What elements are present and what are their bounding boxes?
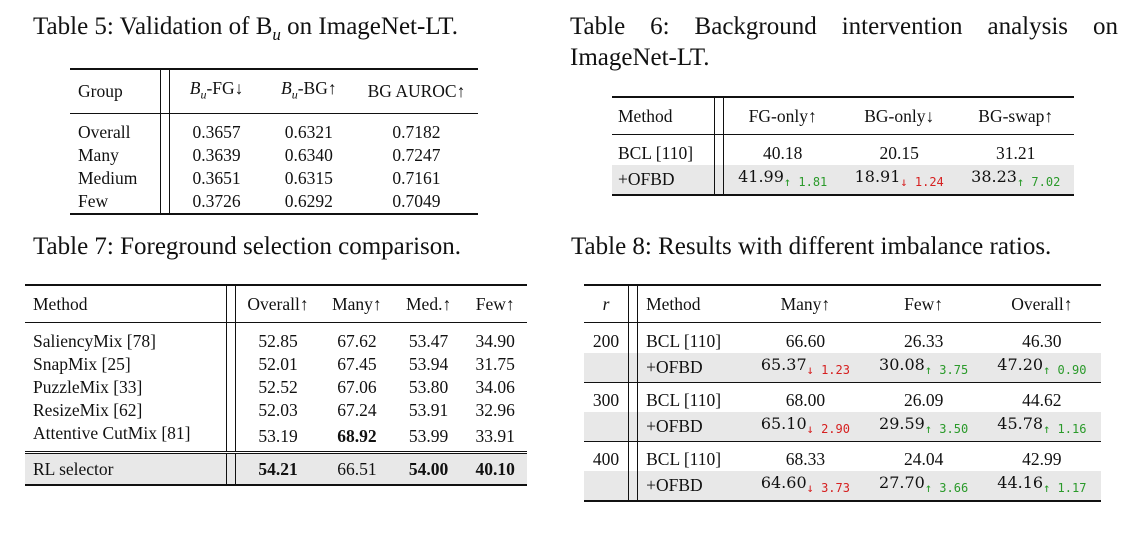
- table7: Method Overall↑ Many↑ Med.↑ Few↑ Salienc…: [25, 284, 527, 486]
- table-row: 200 BCL [110] 66.60 26.33 46.30: [584, 322, 1101, 353]
- table7-caption: Table 7: Foreground selection comparison…: [33, 233, 462, 260]
- table-row: Medium 0.3651 0.6315 0.7161: [78, 166, 441, 190]
- table-row: PuzzleMix [33] 52.52 67.06 53.80 34.06: [33, 376, 515, 399]
- table-row: +OFBD 64.60↓ 3.73 27.70↑ 3.66 44.16↑ 1.1…: [584, 471, 1101, 502]
- table5-header-group: Group: [70, 68, 161, 114]
- table-row: +OFBD 41.99↑ 1.81 18.91↓ 1.24 38.23↑ 7.0…: [612, 165, 1074, 196]
- table-row: Few 0.3726 0.6292 0.7049: [70, 189, 478, 215]
- table-row: SaliencyMix [78] 52.85 67.62 53.47 34.90: [25, 322, 527, 353]
- table8-caption: Table 8: Results with different imbalanc…: [571, 233, 1052, 260]
- table-row: Overall 0.3657 0.6321 0.7182: [70, 113, 478, 144]
- table5-caption: Table 5: Validation of Bu on ImageNet-LT…: [33, 13, 458, 44]
- table-row: BCL [110] 40.18 20.15 31.21: [612, 134, 1074, 165]
- table5-header-bu-fg: Bu-FG↓: [169, 68, 263, 114]
- table6: Method FG-only↑ BG-only↓ BG-swap↑ BCL [1…: [612, 96, 1074, 196]
- table-row: Many 0.3639 0.6340 0.7247: [78, 143, 441, 167]
- table6-caption: Table 6: Background intervention analysi…: [570, 13, 1118, 71]
- table-row: 400 BCL [110] 68.33 24.04 42.99: [584, 441, 1101, 471]
- table5-header-auroc: BG AUROC↑: [354, 68, 478, 114]
- table-row: +OFBD 65.10↓ 2.90 29.59↑ 3.50 45.78↑ 1.1…: [584, 412, 1101, 442]
- table-row: SnapMix [25] 52.01 67.45 53.94 31.75: [33, 353, 515, 376]
- table5: Group Bu-FG↓ Bu-BG↑ BG AUROC↑ Overall 0.…: [70, 68, 478, 215]
- table6-header-method: Method: [612, 96, 715, 135]
- table-row: RL selector 54.21 66.51 54.00 40.10: [25, 451, 527, 486]
- table-row: 300 BCL [110] 68.00 26.09 44.62: [584, 382, 1101, 412]
- table-row: +OFBD 65.37↓ 1.23 30.08↑ 3.75 47.20↑ 0.9…: [584, 353, 1101, 383]
- table-row: ResizeMix [62] 52.03 67.24 53.91 32.96: [33, 399, 515, 422]
- table5-header-bu-bg: Bu-BG↑: [262, 68, 355, 114]
- table-row: Attentive CutMix [81] 53.19 68.92 53.99 33.…: [25, 422, 527, 453]
- table8: r Method Many↑ Few↑ Overall↑ 200 BCL [11…: [584, 284, 1101, 502]
